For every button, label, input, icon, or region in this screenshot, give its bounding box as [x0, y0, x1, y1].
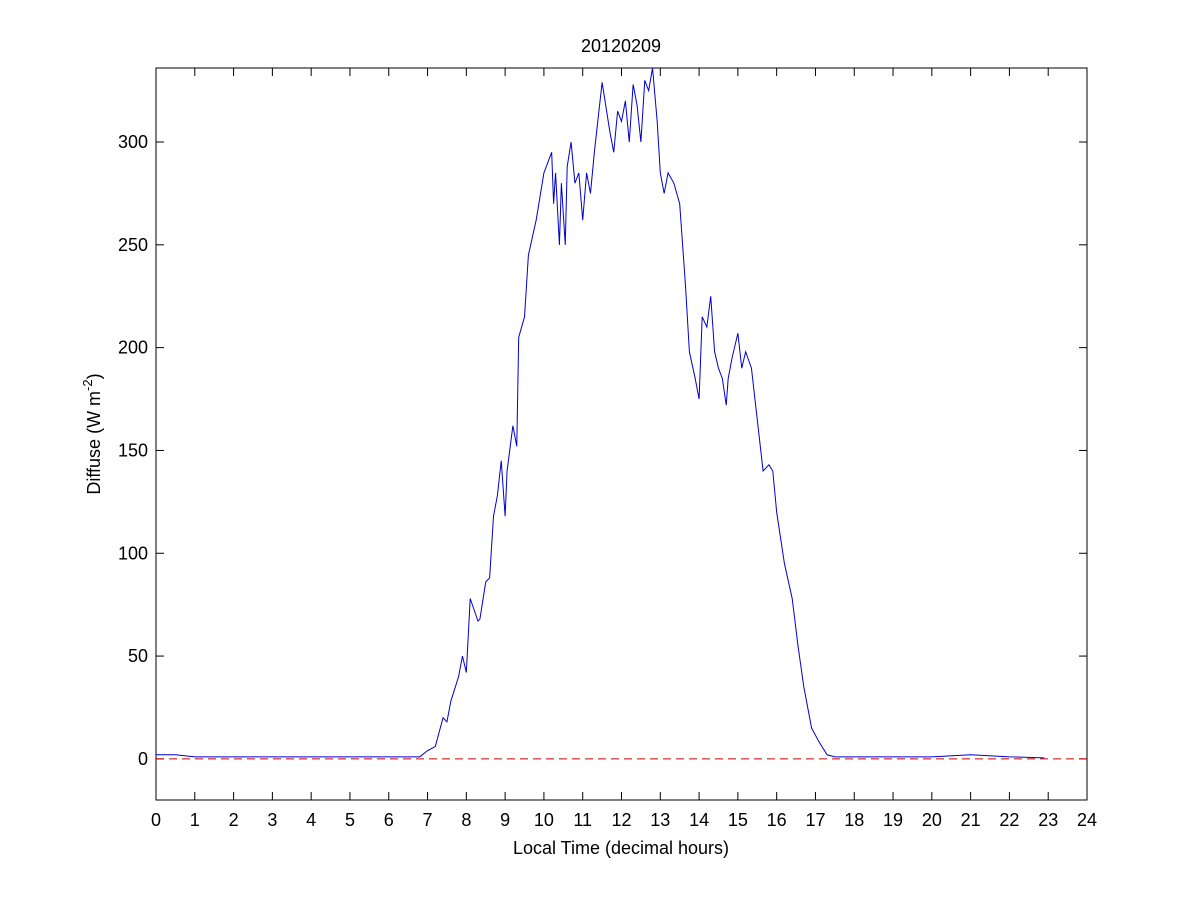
- x-tick-label: 0: [151, 810, 161, 830]
- x-axis-label: Local Time (decimal hours): [513, 838, 729, 858]
- y-axis-label: Diffuse (W m-2): [80, 373, 104, 494]
- x-tick-label: 12: [611, 810, 631, 830]
- x-tick-label: 17: [805, 810, 825, 830]
- data-line: [156, 67, 1045, 759]
- x-tick-label: 8: [461, 810, 471, 830]
- x-tick-label: 4: [306, 810, 316, 830]
- chart-title: 20120209: [581, 36, 661, 56]
- x-tick-label: 16: [767, 810, 787, 830]
- x-tick-label: 19: [883, 810, 903, 830]
- y-axis-label-superscript: -2: [80, 379, 95, 391]
- x-tick-label: 5: [345, 810, 355, 830]
- y-tick-label: 150: [118, 440, 148, 460]
- x-tick-label: 11: [573, 810, 592, 830]
- x-tick-label: 22: [999, 810, 1019, 830]
- x-tick-label: 10: [534, 810, 554, 830]
- x-tick-label: 6: [384, 810, 394, 830]
- x-tick-label: 13: [650, 810, 670, 830]
- x-tick-label: 14: [689, 810, 709, 830]
- y-tick-label: 0: [138, 749, 148, 769]
- y-tick-label: 50: [128, 646, 148, 666]
- plot-frame: [155, 67, 1088, 801]
- x-tick-label: 3: [267, 810, 277, 830]
- y-axis-label-suffix: ): [84, 373, 104, 379]
- x-tick-label: 2: [229, 810, 239, 830]
- y-tick-label: 100: [118, 543, 148, 563]
- y-tick-label: 200: [118, 338, 148, 358]
- x-tick-label: 21: [961, 810, 981, 830]
- y-tick-label: 300: [118, 132, 148, 152]
- y-axis-label-text: Diffuse (W m: [84, 391, 104, 495]
- x-tick-label: 24: [1077, 810, 1097, 830]
- y-tick-label: 250: [118, 235, 148, 255]
- x-tick-label: 7: [423, 810, 433, 830]
- x-tick-label: 20: [922, 810, 942, 830]
- x-tick-label: 1: [190, 810, 200, 830]
- x-tick-label: 15: [728, 810, 748, 830]
- x-tick-label: 18: [844, 810, 864, 830]
- x-tick-label: 23: [1038, 810, 1058, 830]
- x-tick-label: 9: [500, 810, 510, 830]
